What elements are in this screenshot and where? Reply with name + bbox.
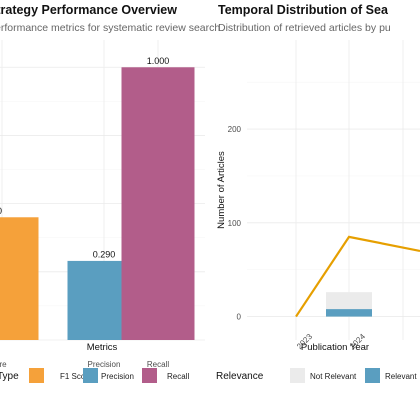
right-chart-title: Temporal Distribution of Sea (218, 3, 389, 17)
legend-key-swatch (142, 368, 157, 383)
legend-entry-label: Recall (167, 372, 189, 381)
bar-relevant (326, 309, 372, 317)
y-tick-label: 200 (228, 125, 242, 134)
y-tick-label: 100 (228, 219, 242, 228)
bar-recall (121, 67, 195, 340)
left-chart-title: Strategy Performance Overview (0, 3, 177, 17)
x-tick-label: Precision (88, 360, 121, 369)
left-bars (0, 67, 195, 340)
right-y-axis-label: Number of Articles (216, 151, 227, 229)
legend-key-swatch (290, 368, 305, 383)
x-tick-label: Recall (147, 360, 169, 369)
right-chart: Temporal Distribution of Sea Distributio… (216, 3, 420, 383)
legend-entry-label: Precision (101, 372, 134, 381)
legend-key-swatch (365, 368, 380, 383)
legend-entry-label: Not Relevant (310, 372, 357, 381)
left-chart-subtitle: Performance metrics for systematic revie… (0, 22, 220, 34)
right-legend: Relevance Not Relevant Relevant (216, 368, 417, 383)
right-trend-line (295, 235, 420, 318)
left-legend-title: Type (0, 371, 19, 382)
left-x-axis-label: Metrics (87, 342, 118, 353)
left-legend: Type F1 Score Precision Recall (0, 368, 189, 383)
bar-not-relevant (326, 292, 372, 310)
bar-value-label: 0 (0, 206, 2, 216)
left-bar-value-labels: 0 0.290 1.000 (0, 56, 169, 260)
legend-key-swatch (83, 368, 98, 383)
legend-entry-label: F1 Score (60, 372, 93, 381)
left-chart: Strategy Performance Overview Performanc… (0, 3, 220, 383)
right-y-tick-labels: 0 100 200 (228, 125, 242, 322)
legend-key-swatch (29, 368, 44, 383)
left-x-tick-labels: ore Precision Recall (0, 360, 169, 369)
right-x-axis-label: Publication Year (301, 342, 369, 353)
bar-f1-score (0, 217, 39, 340)
bar-value-label: 0.290 (93, 249, 116, 259)
trend-line (295, 235, 420, 318)
right-legend-title: Relevance (216, 371, 264, 382)
right-stacked-bars (326, 292, 372, 317)
x-tick-label: ore (0, 360, 7, 369)
bar-value-label: 1.000 (147, 56, 170, 66)
legend-entry-label: Relevant (385, 372, 417, 381)
y-tick-label: 0 (237, 313, 242, 322)
right-chart-subtitle: Distribution of retrieved articles by pu (218, 22, 391, 34)
